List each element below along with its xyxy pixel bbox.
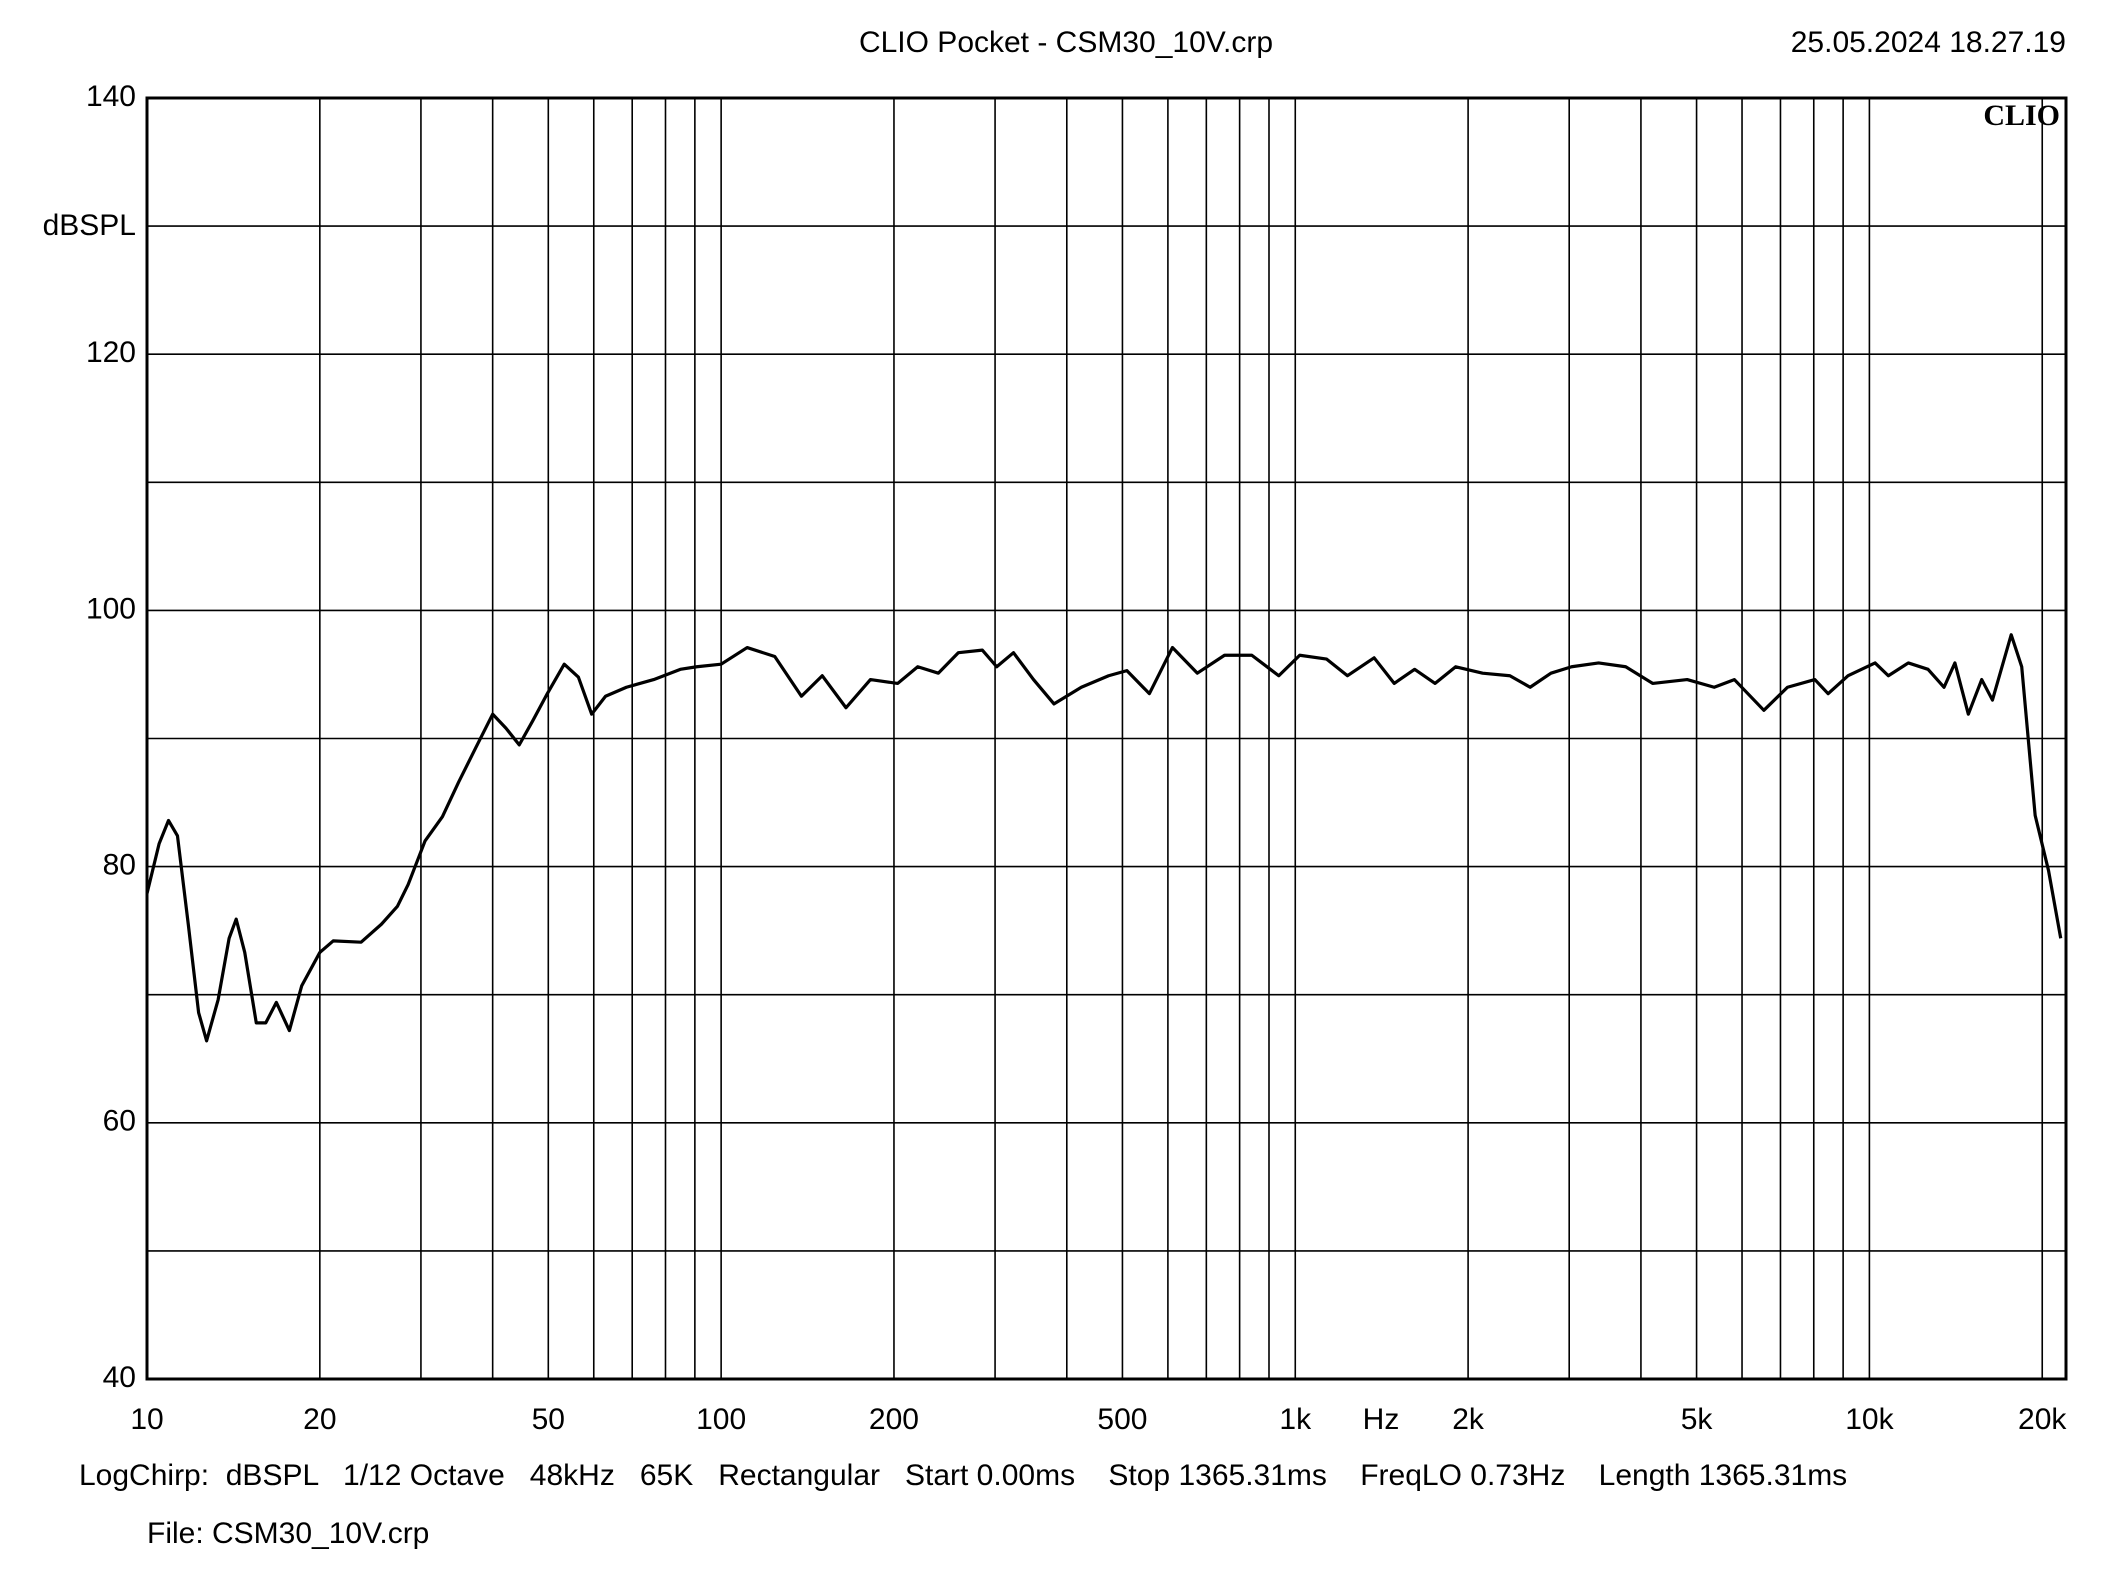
- chart-title: CLIO Pocket - CSM30_10V.crp: [859, 26, 1273, 59]
- x-tick-label: 20k: [2018, 1403, 2067, 1436]
- x-tick-label: 10: [130, 1403, 163, 1436]
- y-tick-label: 100: [86, 592, 136, 625]
- response-curve: [145, 633, 2063, 1043]
- x-tick-label: 10k: [1845, 1403, 1894, 1436]
- x-tick-label: 100: [696, 1403, 746, 1436]
- x-axis-label: Hz: [1363, 1403, 1400, 1436]
- y-tick-label: 40: [103, 1361, 136, 1394]
- x-tick-label: 20: [303, 1403, 336, 1436]
- plot-frame: [145, 96, 2068, 1381]
- file-name: File: CSM30_10V.crp: [147, 1517, 429, 1550]
- x-tick-label: 200: [869, 1403, 919, 1436]
- x-tick-label: 1k: [1279, 1403, 1312, 1436]
- x-tick-label: 5k: [1681, 1403, 1714, 1436]
- x-tick-label: 500: [1097, 1403, 1147, 1436]
- y-tick-label: 140: [86, 80, 136, 113]
- y-tick-label: 80: [103, 849, 136, 882]
- logo: CLIO: [1983, 99, 2060, 132]
- x-tick-label: 2k: [1452, 1403, 1485, 1436]
- footer: LogChirp: dBSPL 1/12 Octave 48kHz 65K Re…: [79, 1459, 1847, 1492]
- y-axis-label: dBSPL: [43, 209, 136, 242]
- x-tick-label: 50: [532, 1403, 565, 1436]
- y-tick-label: 120: [86, 336, 136, 369]
- timestamp: 25.05.2024 18.27.19: [1791, 26, 2066, 59]
- y-tick-label: 60: [103, 1105, 136, 1138]
